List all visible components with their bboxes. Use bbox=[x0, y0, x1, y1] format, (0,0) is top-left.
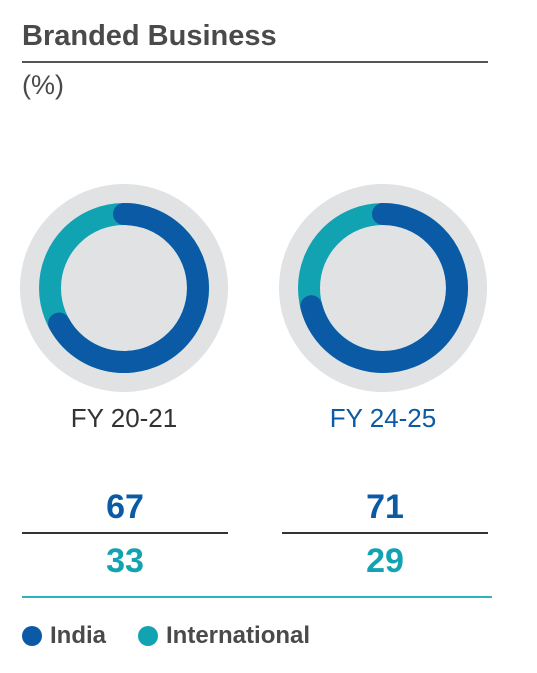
chart-title: Branded Business bbox=[22, 20, 277, 52]
legend-label-international: International bbox=[166, 622, 311, 649]
international-value-1: 33 bbox=[106, 542, 144, 580]
india-dot-icon bbox=[22, 626, 42, 646]
india-value-2: 71 bbox=[366, 488, 404, 526]
donut-slice-india bbox=[298, 203, 468, 373]
donut-chart-fy24-25 bbox=[277, 182, 489, 394]
india-value-1: 67 bbox=[106, 488, 144, 526]
unit-label: (%) bbox=[22, 70, 64, 100]
donut-slice-india bbox=[39, 203, 209, 373]
legend-item-international: International bbox=[138, 622, 310, 650]
value-divider-2 bbox=[282, 532, 488, 534]
legend-divider bbox=[22, 596, 492, 598]
donut-chart-fy20-21 bbox=[18, 182, 230, 394]
international-value-2: 29 bbox=[366, 542, 404, 580]
fy-label-1: FY 20-21 bbox=[70, 403, 178, 433]
international-dot-icon bbox=[138, 626, 159, 646]
legend-item-india: India bbox=[22, 622, 106, 650]
legend: India International bbox=[22, 622, 342, 650]
fy-label-2: FY 24-25 bbox=[329, 403, 437, 433]
title-divider bbox=[22, 61, 488, 63]
legend-label-india: India bbox=[50, 622, 107, 649]
value-divider-1 bbox=[22, 532, 228, 534]
